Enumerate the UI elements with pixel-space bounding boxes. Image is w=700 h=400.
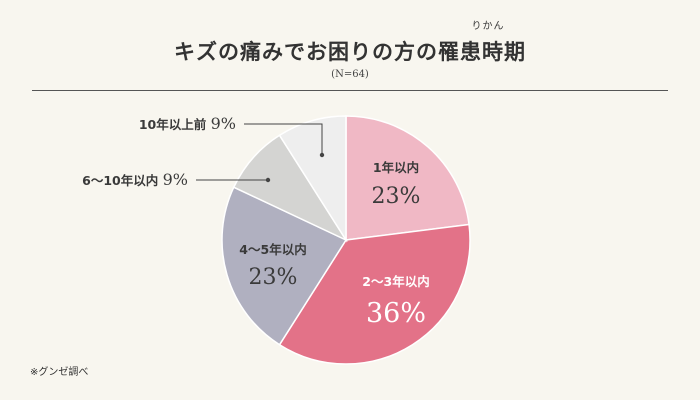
slice-label-2: 2〜3年以内	[362, 274, 429, 289]
chart-title: キズの痛みでお困りの方の罹患時期	[174, 39, 526, 64]
slice-label-5: 10年以上前 9%	[139, 114, 236, 133]
pie-slice-2	[278, 223, 471, 365]
footnote: ※グンゼ調べ	[30, 367, 89, 378]
slice-label-1: 1年以内	[373, 160, 419, 175]
slice-value-2: 36%	[366, 298, 426, 329]
title-divider	[32, 90, 668, 91]
slice-value-1: 23%	[372, 184, 421, 209]
pie-slice-5	[278, 115, 347, 243]
leader-line-5	[244, 123, 323, 155]
leader-dot-4	[265, 177, 271, 183]
sample-size: (N=64)	[331, 69, 369, 80]
pie-slices	[221, 115, 471, 365]
pie-labels: 1年以内 23% 2〜3年以内 36% 4〜5年以内 23% 6〜10年以内 9% 10年以上…	[82, 114, 430, 329]
slice-value-4: 9%	[163, 170, 188, 189]
slice-label-4: 6〜10年以内 9%	[82, 170, 188, 189]
leader-dot-5	[319, 152, 325, 158]
slice-value-3: 23%	[249, 265, 298, 290]
slice-label-3: 4〜5年以内	[239, 242, 306, 257]
pie-slice-3	[221, 186, 348, 346]
slice-value-5: 9%	[211, 114, 236, 133]
title-ruby: りかん	[471, 21, 505, 32]
pie-slice-1	[345, 115, 470, 241]
